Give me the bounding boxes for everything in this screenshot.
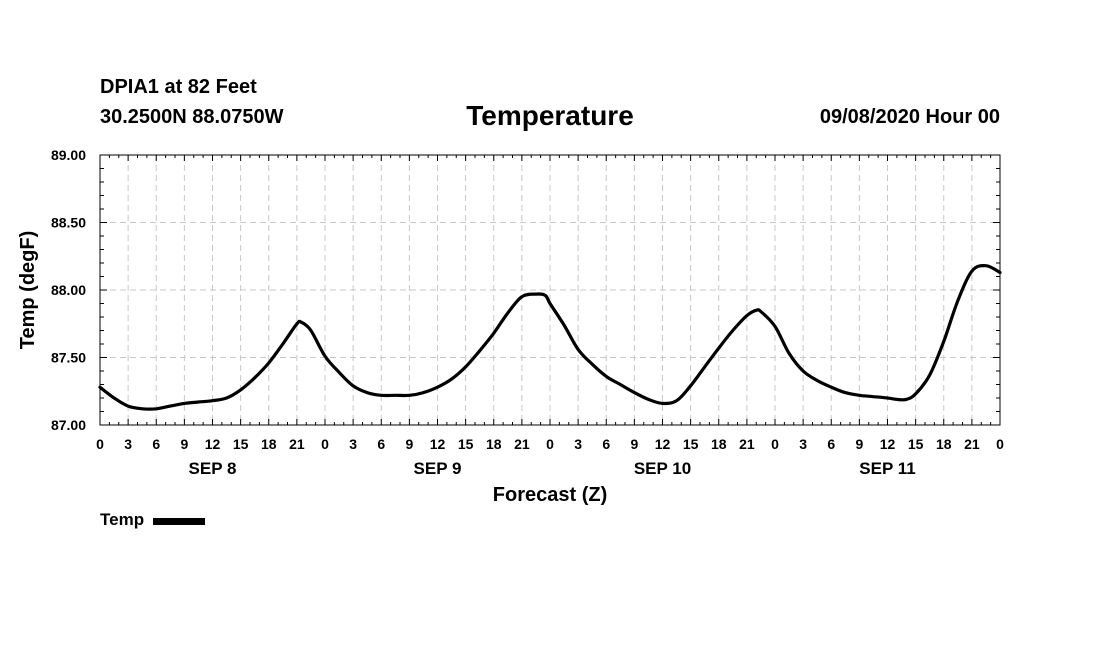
legend-label: Temp [100,510,145,529]
x-tick-label: 0 [546,436,554,452]
y-tick-label: 89.00 [51,147,86,163]
x-tick-label: 3 [349,436,357,452]
x-tick-label: 3 [799,436,807,452]
x-tick-label: 21 [964,436,980,452]
x-tick-label: 9 [180,436,188,452]
y-tick-label: 88.50 [51,215,86,231]
x-tick-label: 9 [855,436,863,452]
day-label: SEP 10 [634,459,691,478]
x-axis-title: Forecast (Z) [493,484,607,506]
day-label: SEP 8 [189,459,237,478]
x-tick-label: 18 [261,436,277,452]
x-tick-label: 15 [908,436,924,452]
x-tick-label: 15 [683,436,699,452]
x-tick-label: 9 [630,436,638,452]
x-tick-label: 18 [486,436,502,452]
temp-series-line [98,264,1002,411]
x-tick-label: 3 [574,436,582,452]
x-tick-label: 18 [936,436,952,452]
run-time-label: 09/08/2020 Hour 00 [819,106,1000,128]
x-tick-label: 3 [124,436,132,452]
plot-frame [99,154,1001,426]
x-tick-label: 0 [996,436,1004,452]
x-tick-label: 12 [430,436,446,452]
day-label: SEP 11 [859,459,915,478]
x-tick-label: 15 [233,436,249,452]
x-tick-label: 6 [377,436,385,452]
legend-line-swatch [153,517,206,525]
x-tick-label: 12 [880,436,896,452]
y-axis-title: Temp (degF) [17,231,39,350]
x-tick-label: 9 [405,436,413,452]
station-label: DPIA1 at 82 Feet [100,76,257,98]
coordinates-label: 30.2500N 88.0750W [100,106,284,128]
x-tick-label: 6 [152,436,160,452]
x-tick-label: 15 [458,436,474,452]
x-tick-label: 12 [205,436,221,452]
y-tick-label: 87.50 [51,350,86,366]
x-tick-label: 18 [711,436,727,452]
y-tick-label: 88.00 [51,282,86,298]
x-tick-label: 21 [739,436,755,452]
y-tick-label: 87.00 [51,417,86,433]
grid-lines [100,155,1000,425]
x-tick-label: 0 [96,436,104,452]
x-tick-label: 21 [514,436,530,452]
legend: Temp [100,510,206,530]
chart-title: Temperature [466,100,634,131]
day-label: SEP 9 [414,459,462,478]
x-tick-label: 6 [602,436,610,452]
x-tick-label: 6 [827,436,835,452]
x-tick-label: 0 [321,436,329,452]
x-tick-label: 12 [655,436,671,452]
x-tick-label: 0 [771,436,779,452]
x-tick-label: 21 [289,436,305,452]
axis-labels: 0 3 6 9 12 15 18 21 0 3 6 9 12 15 18 21 0 3 6 9 12 15 18 21 0 3 6 9… [51,147,1004,478]
